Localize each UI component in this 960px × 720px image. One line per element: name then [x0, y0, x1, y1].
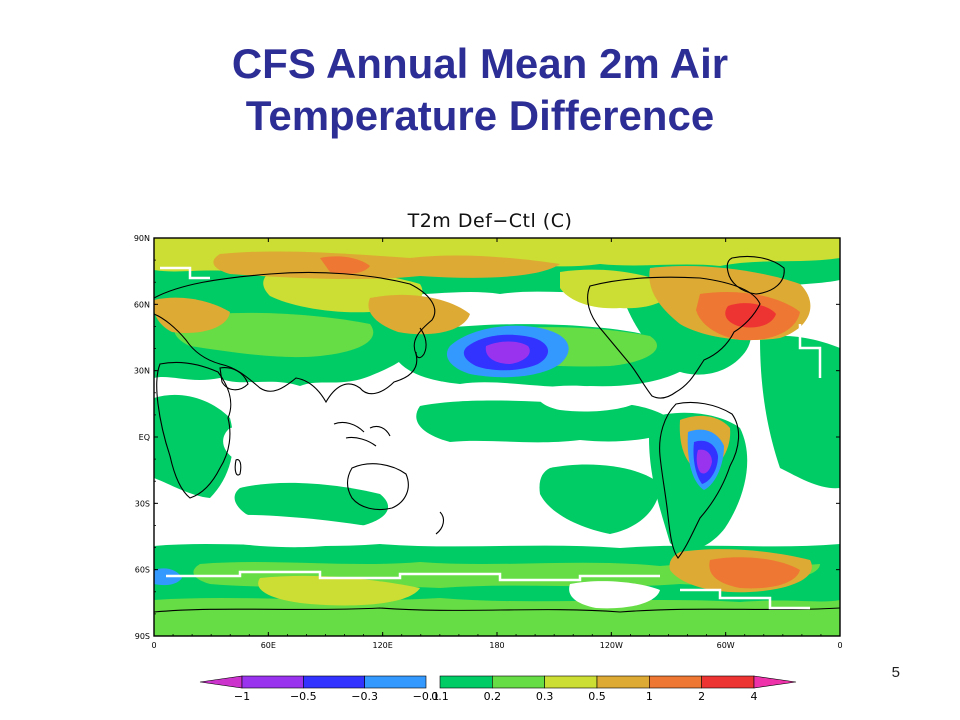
legend-label: 2 — [698, 690, 705, 703]
page-number: 5 — [891, 664, 900, 681]
legend-swatch — [241, 675, 304, 689]
field-pacific-white — [536, 385, 640, 412]
slide-title-line-2: Temperature Difference — [245, 92, 715, 139]
lat-label: 90N — [134, 234, 150, 243]
lat-label: 90S — [135, 632, 150, 641]
lon-label: 120E — [373, 641, 393, 650]
sea-ice-edges — [160, 266, 822, 610]
color-legend: −1 −0.5 −0.3 −0.10.1 0.2 0.3 0.5 1 2 4 — [199, 675, 797, 703]
lat-label: 30N — [134, 367, 150, 376]
field-siberia-darkorange — [320, 256, 370, 274]
coastlines — [154, 255, 840, 613]
latitude-axis: 90N 60N 30N EQ 30S 60S 90S — [134, 234, 840, 641]
lon-label: 0 — [151, 641, 156, 650]
legend-swatch — [596, 675, 650, 689]
field-indian-ocean-white — [223, 423, 371, 474]
legend-label: 0.5 — [588, 690, 606, 703]
legend-swatch — [492, 675, 545, 689]
coastline-australia — [346, 463, 409, 511]
coastline-arabia — [219, 367, 249, 391]
legend-label: −0.1 — [413, 690, 440, 703]
lon-label: 60W — [717, 641, 735, 650]
longitude-axis: 0 60E 120E 180 120W 60W 0 — [151, 238, 843, 650]
field-tropical-pacific-green — [416, 400, 680, 443]
legend-swatch — [364, 675, 427, 689]
coastline-new-zealand — [435, 511, 445, 535]
field-antarctica-lightgreen — [154, 598, 840, 636]
coastline-south-america — [659, 401, 740, 559]
coastline-indonesia — [333, 421, 391, 447]
field-southpole-yellow — [258, 575, 420, 606]
field-europe-orange — [154, 297, 230, 334]
field-africa-green — [154, 394, 234, 498]
field-weddell-white — [569, 581, 660, 609]
coastline-japan — [415, 327, 427, 359]
slide-title-line-1: CFS Annual Mean 2m Air — [231, 40, 729, 87]
legend-label: 4 — [751, 690, 758, 703]
coastline-antarctica — [154, 607, 840, 613]
field-southern-white — [180, 514, 380, 548]
field-north-atlantic-red — [725, 303, 776, 328]
legend-swatch — [544, 675, 598, 689]
lat-label: 60S — [135, 566, 150, 575]
slide-title: CFS Annual Mean 2m Air Temperature Diffe… — [0, 38, 960, 142]
legend-swatch — [701, 675, 755, 689]
coastline-madagascar — [234, 459, 242, 476]
legend-label: −0.3 — [351, 690, 378, 703]
legend-label: 0.1 — [431, 690, 449, 703]
field-south-pacific-white — [412, 455, 533, 525]
field-eurasia-lightgreen — [174, 312, 374, 358]
legend-swatch — [439, 675, 493, 689]
lat-label: 30S — [135, 499, 150, 508]
legend-label: −1 — [234, 690, 250, 703]
legend-swatch — [649, 675, 702, 689]
lon-label: 0 — [837, 641, 842, 650]
legend-label: −0.5 — [290, 690, 317, 703]
field-north-pacific-cool-purple — [485, 341, 530, 364]
legend-label: 0.2 — [484, 690, 502, 703]
shaded-fields — [154, 238, 840, 636]
lon-label: 120W — [600, 641, 623, 650]
coastline-eurasia — [154, 271, 436, 404]
map-title: T2m Def−Ctl (C) — [407, 210, 573, 232]
lon-label: 180 — [489, 641, 504, 650]
legend-label: 1 — [646, 690, 653, 703]
legend-arrow-right — [753, 675, 797, 689]
legend-swatch — [303, 675, 365, 689]
field-northeast-asia-orange — [368, 294, 470, 335]
lat-label: 60N — [134, 300, 150, 309]
field-south-pacific-green — [539, 464, 660, 534]
coastline-greenland — [726, 255, 785, 295]
coastline-north-america — [587, 276, 761, 399]
field-amazon-purple — [696, 449, 712, 474]
field-south-atlantic-darkorange — [709, 557, 800, 589]
lon-label: 60E — [261, 641, 276, 650]
legend-label: 0.3 — [536, 690, 554, 703]
field-south-atlantic-white — [749, 485, 830, 527]
legend-arrow-left — [199, 675, 243, 689]
lat-label: EQ — [139, 433, 150, 442]
